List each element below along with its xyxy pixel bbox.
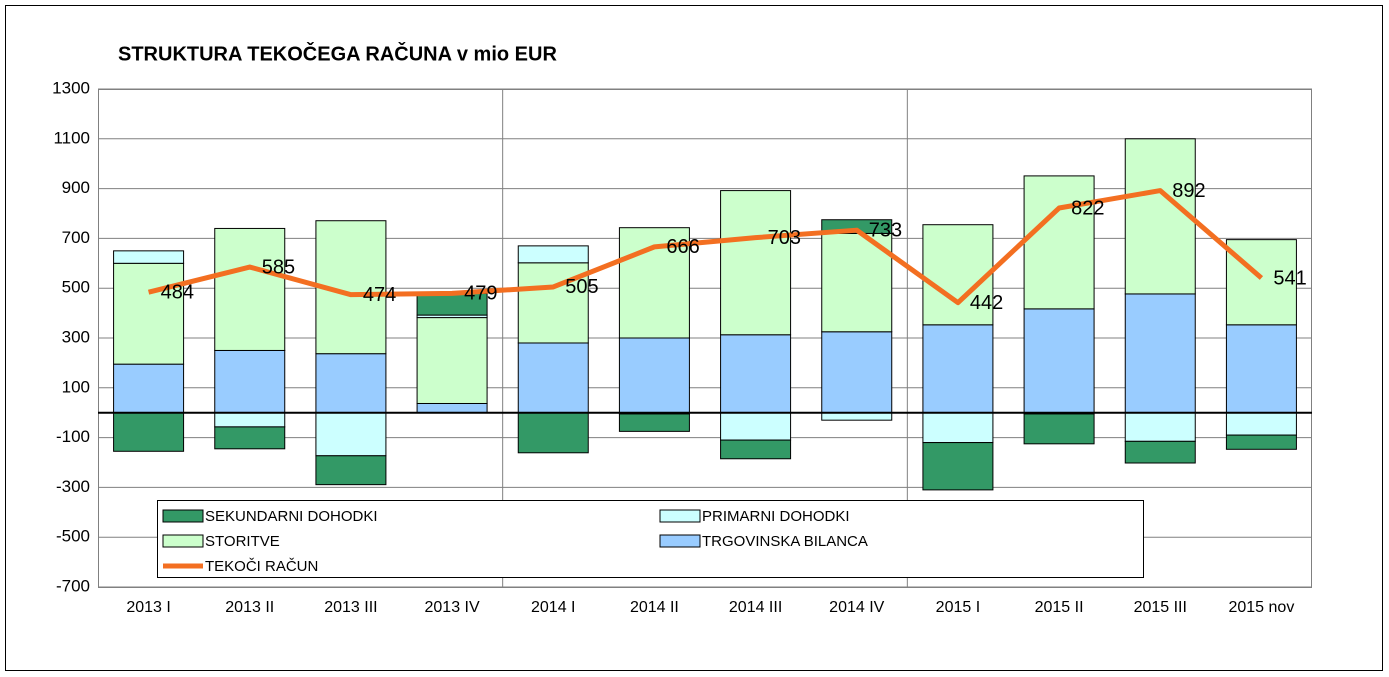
bar-segment xyxy=(922,224,994,326)
bar-segment xyxy=(315,412,387,457)
bar-segment xyxy=(517,245,589,264)
x-tick-label: 2013 IV xyxy=(425,599,480,616)
bar-segment xyxy=(922,324,994,414)
legend-swatch xyxy=(162,509,204,523)
y-tick-label: 900 xyxy=(62,178,90,197)
bar-segment xyxy=(1225,412,1297,436)
bar-segment xyxy=(1023,308,1095,414)
bar-segment xyxy=(1124,412,1196,442)
bar-segment xyxy=(113,412,185,452)
x-tick-label: 2015 I xyxy=(936,599,980,616)
legend-label: STORITVE xyxy=(205,533,280,550)
line xyxy=(147,188,1264,306)
legend-label: TEKOČI RAČUN xyxy=(205,558,318,575)
legend-swatch xyxy=(162,534,204,548)
bar-segment xyxy=(1225,324,1297,414)
bar-segment xyxy=(1225,239,1297,326)
y-tick-label: 300 xyxy=(62,327,90,346)
bar-segment xyxy=(1124,138,1196,295)
bar-segment xyxy=(821,331,893,414)
data-label: 892 xyxy=(1172,180,1205,202)
bar-segment xyxy=(214,426,286,450)
bar-segment xyxy=(113,262,185,365)
y-tick-label: -500 xyxy=(56,527,90,546)
bar-segment xyxy=(113,363,185,414)
data-label: 484 xyxy=(161,281,194,303)
bar-segment xyxy=(821,412,893,421)
y-tick-label: 1300 xyxy=(52,78,90,97)
bar-segment xyxy=(618,413,690,432)
x-tick-label: 2015 nov xyxy=(1228,599,1294,616)
bar-segment xyxy=(517,412,589,454)
chart-title: STRUKTURA TEKOČEGA RAČUNA v mio EUR xyxy=(118,41,557,65)
x-tick-label: 2014 IV xyxy=(829,599,884,616)
y-tick-label: 500 xyxy=(62,278,90,297)
x-tick-label: 2015 III xyxy=(1134,599,1187,616)
legend xyxy=(157,500,1144,578)
bar-segment xyxy=(618,337,690,414)
y-tick-label: -300 xyxy=(56,477,90,496)
y-tick-label: 1100 xyxy=(53,128,90,147)
x-tick-label: 2013 II xyxy=(225,599,274,616)
data-label: 822 xyxy=(1071,197,1104,219)
x-tick-label: 2014 II xyxy=(630,599,679,616)
y-tick-label: 100 xyxy=(62,377,90,396)
bar-segment xyxy=(517,342,589,414)
y-tick-label: -100 xyxy=(56,427,90,446)
bar-segment xyxy=(315,455,387,486)
bar-segment xyxy=(416,317,488,404)
bar-segment xyxy=(416,402,488,414)
bar-segment xyxy=(1023,413,1095,445)
bar-segment xyxy=(720,334,792,414)
bar-segment xyxy=(720,439,792,460)
bar-segment xyxy=(214,227,286,351)
bar-segment xyxy=(922,412,994,444)
x-tick-label: 2014 III xyxy=(729,599,782,616)
data-label: 479 xyxy=(464,283,497,305)
data-label: 442 xyxy=(970,292,1003,314)
bar-segment xyxy=(1124,293,1196,414)
data-label: 666 xyxy=(666,236,699,258)
legend-label: PRIMARNI DOHODKI xyxy=(702,508,850,525)
legend-label: TRGOVINSKA BILANCA xyxy=(702,533,868,550)
bar-segment xyxy=(315,353,387,414)
data-label: 474 xyxy=(363,284,396,306)
x-tick-label: 2014 I xyxy=(531,599,575,616)
x-tick-label: 2013 I xyxy=(126,599,170,616)
data-label: 703 xyxy=(768,227,801,249)
x-tick-label: 2013 III xyxy=(324,599,377,616)
bar-segment xyxy=(922,442,994,491)
bar-segment xyxy=(113,250,185,264)
legend-swatch xyxy=(659,534,701,548)
legend-swatch xyxy=(659,509,701,523)
y-tick-label: 700 xyxy=(62,228,90,247)
bar-segment xyxy=(214,349,286,414)
bar-segment xyxy=(1023,175,1095,310)
data-label: 505 xyxy=(565,276,598,298)
x-tick-label: 2015 II xyxy=(1035,599,1084,616)
y-tick-label: -700 xyxy=(56,576,90,595)
bar-segment xyxy=(720,412,792,441)
legend-label: SEKUNDARNI DOHODKI xyxy=(205,508,378,525)
data-label: 541 xyxy=(1273,267,1306,289)
bar-segment xyxy=(720,190,792,336)
data-label: 733 xyxy=(869,219,902,241)
bar-segment xyxy=(214,412,286,428)
bar-segment xyxy=(1225,434,1297,450)
bar-segment xyxy=(1124,440,1196,464)
data-label: 585 xyxy=(262,256,295,278)
